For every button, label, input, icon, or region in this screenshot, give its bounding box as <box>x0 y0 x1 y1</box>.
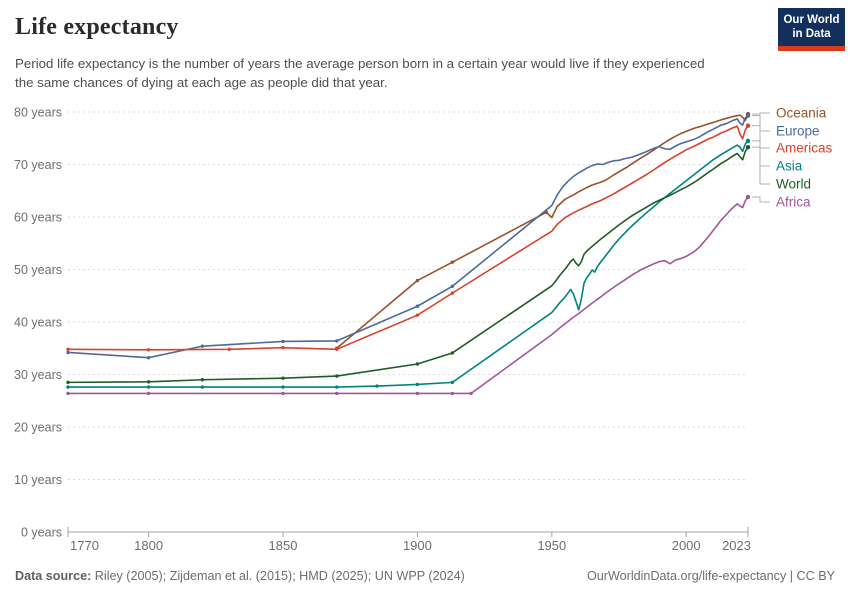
legend-connector-americas <box>752 125 770 149</box>
data-point-americas <box>450 291 455 295</box>
y-axis-label: 20 years <box>14 421 62 435</box>
series-line-world[interactable] <box>67 146 749 384</box>
data-point-world <box>415 362 420 366</box>
owid-logo[interactable]: Our World in Data <box>778 8 845 51</box>
data-point-asia <box>450 380 455 385</box>
y-axis-label: 70 years <box>14 158 62 172</box>
legend-connector-world <box>752 146 770 185</box>
data-point-europe <box>745 113 751 118</box>
y-axis-label: 60 years <box>14 211 62 225</box>
data-point-asia <box>335 385 339 389</box>
data-point-americas <box>146 348 151 352</box>
x-axis-label: 1900 <box>403 538 432 553</box>
data-point-africa <box>450 391 455 396</box>
owid-logo-line1: Our World <box>783 13 840 26</box>
legend-connector-europe <box>752 115 770 132</box>
owid-logo-line2: in Data <box>792 28 831 40</box>
legend-label-europe[interactable]: Europe <box>776 124 820 139</box>
data-point-africa <box>281 391 285 396</box>
series-line-europe[interactable] <box>67 114 749 359</box>
data-point-asia <box>66 385 70 389</box>
data-point-oceania <box>415 278 420 283</box>
data-point-world <box>66 380 70 385</box>
data-point-africa <box>415 391 420 396</box>
owid-logo-red-bar <box>778 46 845 51</box>
y-axis-label: 40 years <box>14 316 62 330</box>
owid-logo-text: Our World in Data <box>778 8 845 46</box>
data-point-world <box>146 380 151 384</box>
data-point-asia <box>375 384 379 388</box>
data-point-africa <box>745 194 751 200</box>
x-axis-label: 1800 <box>134 538 163 553</box>
data-point-americas <box>335 347 339 351</box>
data-point-asia <box>415 382 420 387</box>
legend-label-africa[interactable]: Africa <box>776 195 811 210</box>
series-line-americas[interactable] <box>67 124 749 351</box>
data-point-europe <box>281 339 285 344</box>
data-point-europe <box>450 284 455 288</box>
data-point-asia <box>146 385 151 389</box>
x-axis-label: 2000 <box>672 538 701 553</box>
data-point-europe <box>415 304 420 308</box>
x-axis-label: 1770 <box>70 538 99 553</box>
y-axis-label: 10 years <box>14 473 62 487</box>
data-point-europe <box>146 356 151 360</box>
data-point-africa <box>66 391 70 396</box>
data-point-oceania <box>450 260 455 264</box>
data-point-europe <box>66 350 70 355</box>
legend-label-americas[interactable]: Americas <box>776 141 833 156</box>
data-point-world <box>335 374 339 378</box>
x-axis-label: 2023 <box>722 538 751 553</box>
data-point-americas <box>66 347 70 351</box>
data-point-americas <box>415 313 420 317</box>
data-point-africa <box>335 391 339 396</box>
y-axis-label: 30 years <box>14 368 62 382</box>
series-line-asia[interactable] <box>67 140 749 388</box>
y-axis-label: 0 years <box>21 526 62 540</box>
page-title: Life expectancy <box>15 14 179 40</box>
data-point-americas <box>281 346 285 350</box>
legend-label-asia[interactable]: Asia <box>776 159 803 174</box>
data-point-world <box>450 351 455 355</box>
series-line-africa[interactable] <box>67 196 749 395</box>
data-point-world <box>200 378 205 382</box>
data-point-asia <box>281 385 285 389</box>
x-axis-label: 1950 <box>537 538 566 553</box>
data-point-americas <box>745 123 751 128</box>
data-source-note: Data source: Riley (2005); Zijdeman et a… <box>15 569 465 583</box>
legend-connector-africa <box>752 196 770 203</box>
data-point-asia <box>200 385 205 389</box>
owid-license-link[interactable]: OurWorldinData.org/life-expectancy | CC … <box>586 569 835 583</box>
x-axis-label: 1850 <box>269 538 298 553</box>
legend-label-world[interactable]: World <box>776 177 811 192</box>
data-point-europe <box>200 344 205 348</box>
data-point-world <box>745 144 751 150</box>
data-point-world <box>281 376 285 380</box>
legend-connector-asia <box>752 140 770 167</box>
legend-connector-oceania <box>752 112 770 115</box>
data-source-text: Riley (2005); Zijdeman et al. (2015); HM… <box>91 569 465 583</box>
data-source-label: Data source: <box>15 569 92 583</box>
y-axis-label: 50 years <box>14 263 62 277</box>
data-point-africa <box>146 391 151 396</box>
series-line-oceania[interactable] <box>335 113 749 350</box>
data-point-europe <box>335 339 339 343</box>
data-point-asia <box>745 138 751 144</box>
data-point-americas <box>227 347 231 351</box>
chart-subtitle: Period life expectancy is the number of … <box>15 56 705 91</box>
data-point-africa <box>469 391 473 396</box>
legend-label-oceania[interactable]: Oceania <box>776 106 827 121</box>
y-axis-label: 80 years <box>14 106 62 120</box>
